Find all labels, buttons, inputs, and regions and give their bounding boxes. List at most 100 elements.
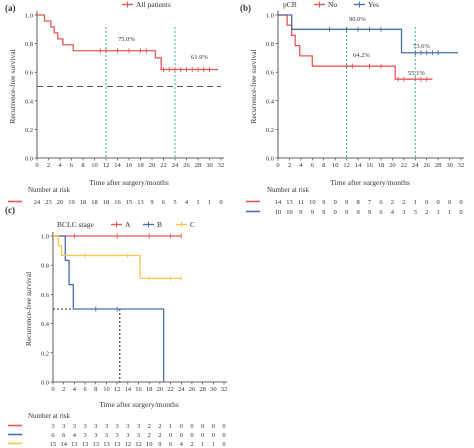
risk-count: 3 [116, 432, 119, 439]
x-tick-label: 0 [276, 162, 279, 169]
risk-count: 0 [222, 432, 225, 439]
x-tick-label: 18 [137, 162, 144, 169]
legend-label: No [328, 0, 337, 9]
survival-curve-All patients [37, 14, 219, 71]
risk-count: 3 [137, 423, 140, 430]
risk-count: 13 [71, 441, 78, 448]
risk-count: 9 [299, 209, 302, 216]
y-tick-label: 0.2 [41, 350, 49, 357]
risk-table-header: Number at risk [28, 186, 70, 194]
risk-count: 6 [162, 199, 166, 206]
x-tick-label: 12 [114, 386, 121, 393]
risk-count: 1 [414, 199, 417, 206]
risk-count: 13 [82, 441, 89, 448]
risk-count: 9 [158, 441, 161, 448]
risk-count: 2 [402, 199, 405, 206]
survival-curve-C [53, 235, 182, 279]
risk-count: 6 [51, 432, 55, 439]
y-tick-label: 1.0 [25, 13, 33, 20]
y-tick-label: 0.6 [41, 292, 50, 299]
risk-count: 9 [322, 209, 325, 216]
x-tick-label: 6 [83, 386, 87, 393]
survival-annotation: 64.2% [353, 52, 370, 59]
x-tick-label: 2 [62, 386, 65, 393]
risk-count: 0 [180, 423, 183, 430]
risk-count: 8 [356, 199, 359, 206]
x-tick-label: 10 [91, 162, 98, 169]
y-tick-label: 0.8 [266, 41, 274, 48]
y-tick-label: 0.0 [41, 380, 49, 387]
x-tick-label: 14 [125, 386, 132, 393]
risk-count: 3 [62, 423, 65, 430]
y-tick-label: 0.4 [25, 98, 34, 105]
risk-count: 9 [368, 209, 371, 216]
risk-count: 6 [379, 209, 383, 216]
y-tick-label: 0.4 [41, 321, 50, 328]
risk-count: 9 [334, 199, 337, 206]
risk-count: 1 [208, 199, 211, 206]
x-tick-label: 24 [172, 162, 179, 169]
risk-count: 18 [80, 199, 87, 206]
risk-count: 2 [148, 423, 151, 430]
risk-count: 13 [93, 441, 100, 448]
risk-count: 3 [105, 432, 108, 439]
risk-count: 4 [391, 209, 395, 216]
x-tick-label: 6 [70, 162, 74, 169]
x-tick-label: 20 [389, 162, 396, 169]
risk-count: 6 [379, 199, 383, 206]
risk-count: 0 [190, 423, 193, 430]
x-tick-label: 28 [195, 162, 202, 169]
risk-count: 1 [201, 441, 204, 448]
x-axis-label: Time after surgery/months [330, 178, 410, 187]
y-tick-label: 0.4 [266, 98, 275, 105]
panel-2: (c)BCLC stage A B C0.00.20.40.60.81.00 2 4 6 8 1… [5, 205, 227, 448]
risk-count: 3 [402, 209, 405, 216]
risk-count: 9 [345, 199, 348, 206]
y-tick-label: 0.2 [266, 127, 274, 134]
x-tick-label: 4 [58, 162, 62, 169]
risk-count: 0 [222, 441, 225, 448]
x-tick-label: 24 [412, 162, 419, 169]
risk-count: 3 [137, 432, 140, 439]
risk-count: 1 [169, 423, 172, 430]
x-tick-label: 30 [446, 162, 453, 169]
x-tick-label: 18 [146, 386, 153, 393]
survival-curve-Yes [278, 14, 459, 54]
risk-count: 18 [103, 199, 110, 206]
risk-count: 13 [114, 441, 121, 448]
risk-table-header: Number at risk [28, 412, 70, 420]
x-tick-label: 4 [73, 386, 77, 393]
x-tick-label: 14 [355, 162, 362, 169]
x-tick-label: 26 [183, 162, 190, 169]
survival-annotation: 90.0% [349, 16, 366, 23]
x-tick-label: 2 [288, 162, 291, 169]
risk-count: 0 [425, 199, 428, 206]
x-tick-label: 18 [378, 162, 385, 169]
x-tick-label: 2 [47, 162, 50, 169]
risk-count: 3 [414, 209, 417, 216]
legend-label: B [157, 220, 162, 229]
survival-annotation: 73.6% [413, 43, 430, 50]
risk-count: 3 [126, 432, 129, 439]
risk-count: 10 [146, 441, 153, 448]
x-tick-label: 10 [103, 386, 110, 393]
risk-count: 18 [91, 199, 98, 206]
risk-count: 6 [169, 441, 173, 448]
risk-count: 3 [105, 423, 108, 430]
y-tick-label: 0.2 [25, 127, 33, 134]
risk-count: 15 [126, 199, 133, 206]
risk-count: 2 [425, 209, 428, 216]
legend-label: C [190, 220, 195, 229]
x-tick-label: 26 [423, 162, 430, 169]
survival-curve-B [53, 235, 165, 382]
x-tick-label: 22 [160, 162, 167, 169]
risk-count: 16 [114, 199, 121, 206]
risk-count: 14 [60, 441, 67, 448]
risk-count: 0 [222, 423, 225, 430]
survival-annotation: 55.1% [408, 70, 425, 77]
x-tick-label: 8 [94, 386, 97, 393]
x-tick-label: 22 [401, 162, 408, 169]
panel-label: (a) [5, 3, 16, 13]
risk-count: 0 [212, 423, 215, 430]
risk-count: 0 [212, 432, 215, 439]
